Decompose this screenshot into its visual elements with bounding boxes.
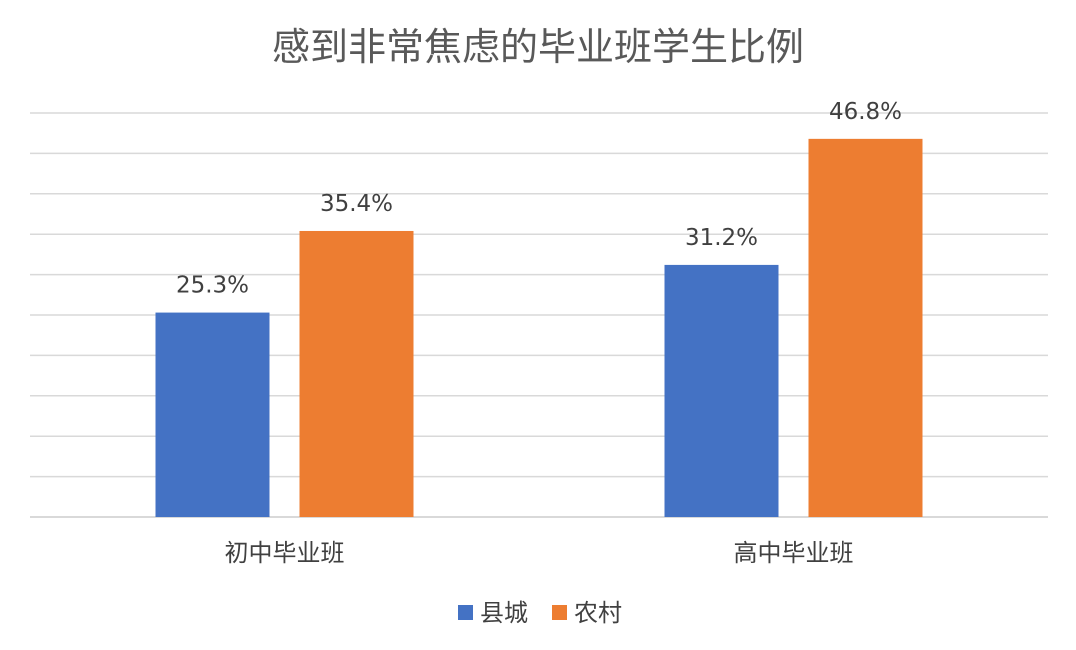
legend-swatch-series-1 [458,605,473,620]
data-label: 25.3% [176,273,249,299]
legend-label-series-2: 农村 [574,599,622,627]
category-axis: 初中毕业班 高中毕业班 [225,539,854,567]
bar-series-2-cat-2 [808,138,923,517]
legend: 县城 农村 [458,599,622,627]
legend-swatch-series-2 [552,605,567,620]
bar-series-2-cat-1 [299,230,414,517]
data-label: 31.2% [685,225,758,251]
bar-series-1-cat-1 [155,312,270,517]
legend-label-series-1: 县城 [480,599,528,627]
bar-series-1-cat-2 [664,264,779,517]
data-label: 46.8% [829,99,902,125]
category-label: 高中毕业班 [734,539,854,567]
chart-title: 感到非常焦虑的毕业班学生比例 [272,25,804,69]
bars [155,138,923,517]
category-label: 初中毕业班 [225,539,345,567]
data-labels: 25.3% 35.4% 31.2% 46.8% [176,99,902,299]
data-label: 35.4% [320,191,393,217]
